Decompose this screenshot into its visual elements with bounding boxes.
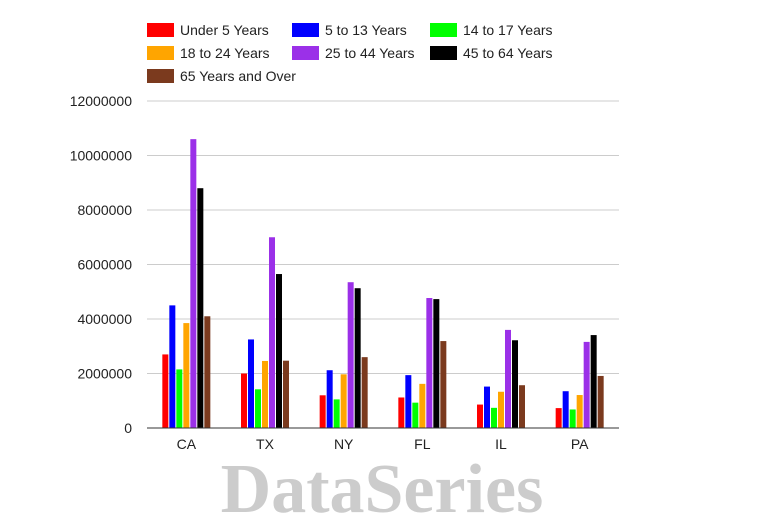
grid-lines [147,100,619,374]
bar [512,340,518,428]
bar [562,391,569,428]
legend-label: 25 to 44 Years [325,45,415,61]
bar [498,391,504,428]
bar [276,274,282,428]
bar [398,397,405,428]
legend-label: 65 Years and Over [180,68,296,84]
legend-label: Under 5 Years [180,22,269,38]
x-tick-label: CA [177,436,197,452]
bar [412,402,419,428]
bar [354,288,361,428]
bar [597,375,604,428]
watermark: DataSeries [221,451,544,528]
bar [204,316,211,428]
legend-label: 14 to 17 Years [463,22,553,38]
y-tick-label: 12000000 [70,93,133,109]
bar [505,329,511,428]
x-axis: CA TX NY FL IL PA [147,427,619,452]
x-tick-label: PA [571,436,589,452]
legend-item: 18 to 24 Years [147,45,270,61]
legend-label: 5 to 13 Years [325,22,407,38]
bar [590,335,597,428]
legend-item: 25 to 44 Years [292,45,415,61]
bar [248,339,254,428]
bar [477,404,483,428]
legend-swatch [147,69,174,83]
y-tick-label: 2000000 [77,366,132,382]
y-tick-label: 10000000 [70,148,133,164]
bar [426,298,433,428]
bar [347,282,354,428]
bar [519,385,525,428]
bar [405,375,412,428]
bar [576,395,583,428]
bar [555,408,562,428]
legend: Under 5 Years 5 to 13 Years 14 to 17 Years… [147,22,553,84]
bar [326,370,333,428]
x-tick-label: TX [256,436,275,452]
bar [361,357,368,428]
legend-item: 14 to 17 Years [430,22,553,38]
y-tick-label: 6000000 [77,257,132,273]
bar [484,386,490,428]
legend-swatch [292,46,319,60]
legend-label: 18 to 24 Years [180,45,270,61]
bar [583,341,590,428]
bar [255,389,261,428]
bar [491,407,497,428]
legend-item: 5 to 13 Years [292,22,407,38]
legend-item: 45 to 64 Years [430,45,553,61]
bar [162,354,169,428]
bar [183,323,190,428]
bar [333,399,340,428]
legend-swatch [292,23,319,37]
bars [162,139,604,428]
bar [197,188,204,428]
x-tick-label: NY [334,436,354,452]
x-tick-label: IL [495,436,507,452]
bar [283,360,289,428]
legend-swatch [430,23,457,37]
bar [190,139,197,428]
y-tick-label: 4000000 [77,311,132,327]
bar [419,383,426,428]
legend-swatch [147,46,174,60]
bar [176,369,183,428]
bar [433,299,440,428]
bar [340,374,347,428]
bar [241,373,247,428]
bar [440,341,447,428]
legend-label: 45 to 64 Years [463,45,553,61]
bar [169,305,176,428]
x-tick-label: FL [414,436,431,452]
y-tick-label: 8000000 [77,202,132,218]
bar [319,395,326,428]
y-tick-label: 0 [124,420,132,436]
bar [262,360,268,428]
y-axis: 0 2000000 4000000 6000000 8000000 10000000 120… [70,93,133,436]
legend-item: 65 Years and Over [147,68,296,84]
legend-swatch [147,23,174,37]
bar [569,409,576,428]
bar [269,237,275,428]
legend-swatch [430,46,457,60]
legend-item: Under 5 Years [147,22,269,38]
